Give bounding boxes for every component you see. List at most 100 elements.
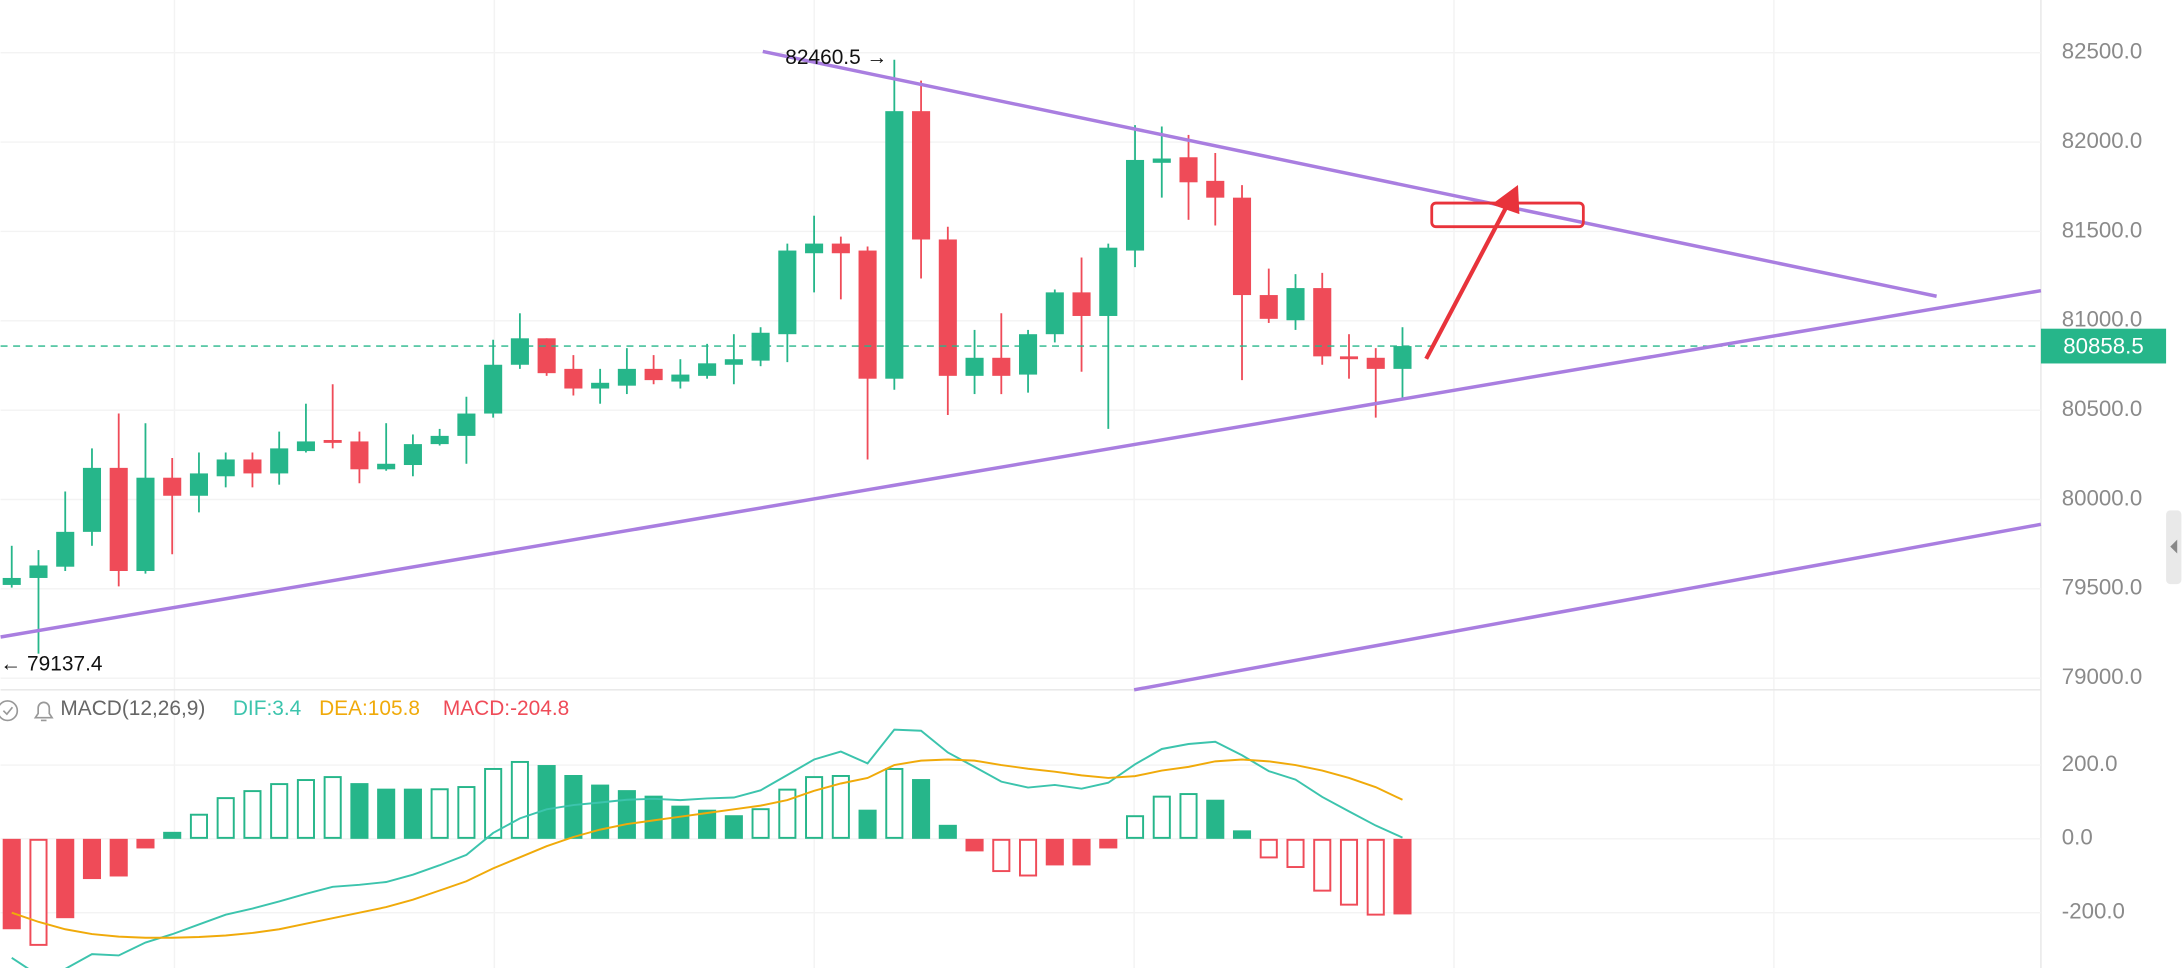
histogram-bar xyxy=(564,774,583,839)
candle-body xyxy=(1125,159,1145,251)
histogram-bar xyxy=(350,783,369,839)
candle-body xyxy=(965,357,984,376)
candle-body xyxy=(1045,292,1064,335)
histogram-bar xyxy=(885,767,904,839)
legend-entry: DIF:3.4 xyxy=(233,697,301,720)
candle-body xyxy=(2,577,21,585)
y-tick-label: 80500.0 xyxy=(2062,396,2142,421)
histogram-bar xyxy=(1206,799,1225,839)
histogram-bar xyxy=(243,790,262,839)
histogram-bar xyxy=(992,838,1011,873)
y-tick-label: 82500.0 xyxy=(2062,39,2142,64)
candle-body xyxy=(778,250,797,335)
histogram-bar xyxy=(82,838,102,880)
candle-body xyxy=(1099,247,1118,316)
histogram-bar xyxy=(1099,838,1118,849)
histogram-bar xyxy=(216,797,235,839)
histogram-bar xyxy=(912,779,931,839)
last-price-tag xyxy=(2040,328,2167,364)
histogram-bar xyxy=(270,783,289,839)
candle-body xyxy=(484,364,503,414)
y-tick-label: 81500.0 xyxy=(2062,217,2142,242)
trendline-upper xyxy=(762,49,1937,298)
alert-icon[interactable] xyxy=(33,701,54,722)
candle-body xyxy=(1232,197,1252,296)
y-tick-label: 82000.0 xyxy=(2062,128,2142,153)
candle-body xyxy=(1339,356,1359,360)
histogram-bar xyxy=(965,838,984,852)
candle-body xyxy=(29,565,48,578)
trendline-lower xyxy=(0,288,2042,639)
candle-body xyxy=(1179,157,1198,183)
candle-body xyxy=(457,413,476,436)
candle-body xyxy=(1019,334,1038,375)
candle-body xyxy=(323,439,342,443)
candle-body xyxy=(1072,292,1091,316)
candle-body xyxy=(1366,357,1385,369)
candle-body xyxy=(430,435,449,445)
histogram-bar xyxy=(537,765,556,839)
candle-body xyxy=(163,477,182,496)
y-tick-label: 0.0 xyxy=(2062,825,2093,850)
candle-body xyxy=(243,459,262,474)
histogram-bar xyxy=(1152,795,1171,839)
histogram-bar xyxy=(671,805,690,839)
histogram-bar xyxy=(1019,838,1038,877)
histogram-bar xyxy=(644,795,663,839)
candle-body xyxy=(724,359,743,365)
histogram-bar xyxy=(189,813,208,839)
candle-body xyxy=(136,477,155,571)
candle-body xyxy=(831,243,850,254)
candle-body xyxy=(912,111,931,240)
drawings xyxy=(0,49,2042,692)
grid-layer xyxy=(0,52,2041,914)
histogram-bar xyxy=(163,831,182,839)
candle-body xyxy=(644,368,663,381)
candle-body xyxy=(510,338,529,365)
high-label: 82460.5 → xyxy=(785,46,887,69)
histogram-bar xyxy=(296,779,315,839)
candle-body xyxy=(858,250,877,379)
legend-entry: MACD:-204.8 xyxy=(443,697,569,720)
indicator-line xyxy=(11,758,1403,939)
macd-legend: MACD(12,26,9) DIF:3.4 DEA:105.8 MACD:-20… xyxy=(0,697,569,722)
candle-body xyxy=(698,363,717,376)
candle-body xyxy=(938,239,957,376)
candle-body xyxy=(403,444,422,466)
scroll-handle[interactable] xyxy=(2166,510,2182,585)
legend-entry: DEA:105.8 xyxy=(319,697,420,720)
histogram-bar xyxy=(858,809,877,839)
y-tick-label: 200.0 xyxy=(2062,751,2118,776)
histogram-bar xyxy=(617,790,636,839)
arrow-shaft xyxy=(1424,207,1508,360)
low-label: ← 79137.4 xyxy=(0,652,102,675)
histogram-bar xyxy=(136,838,155,849)
candle-body xyxy=(56,531,75,567)
candle-body xyxy=(564,368,583,389)
histogram-bar xyxy=(484,767,503,839)
histogram-bar xyxy=(831,774,850,839)
indicator-line xyxy=(11,728,1403,968)
histogram-bar xyxy=(1339,838,1359,906)
histogram-bar xyxy=(1179,793,1198,839)
candle-body xyxy=(992,357,1011,376)
candle-body xyxy=(1393,346,1412,369)
last-price-label: 80858.5 xyxy=(2063,333,2143,358)
histogram-bar xyxy=(323,776,342,839)
candle-body xyxy=(1206,180,1225,198)
histogram-bar xyxy=(1259,838,1278,859)
histogram-bar xyxy=(778,788,797,839)
histogram-bar xyxy=(430,788,449,839)
candle-body xyxy=(1259,295,1278,319)
histogram-bar xyxy=(1286,838,1305,868)
candle-body xyxy=(805,243,824,254)
histogram-bar xyxy=(457,786,476,839)
candle-body xyxy=(189,473,208,496)
trendline-channel xyxy=(1133,522,2042,692)
candle-body xyxy=(350,441,369,470)
histogram-bar xyxy=(1045,838,1064,866)
visibility-icon[interactable] xyxy=(0,700,19,722)
histogram-bar xyxy=(109,838,128,877)
